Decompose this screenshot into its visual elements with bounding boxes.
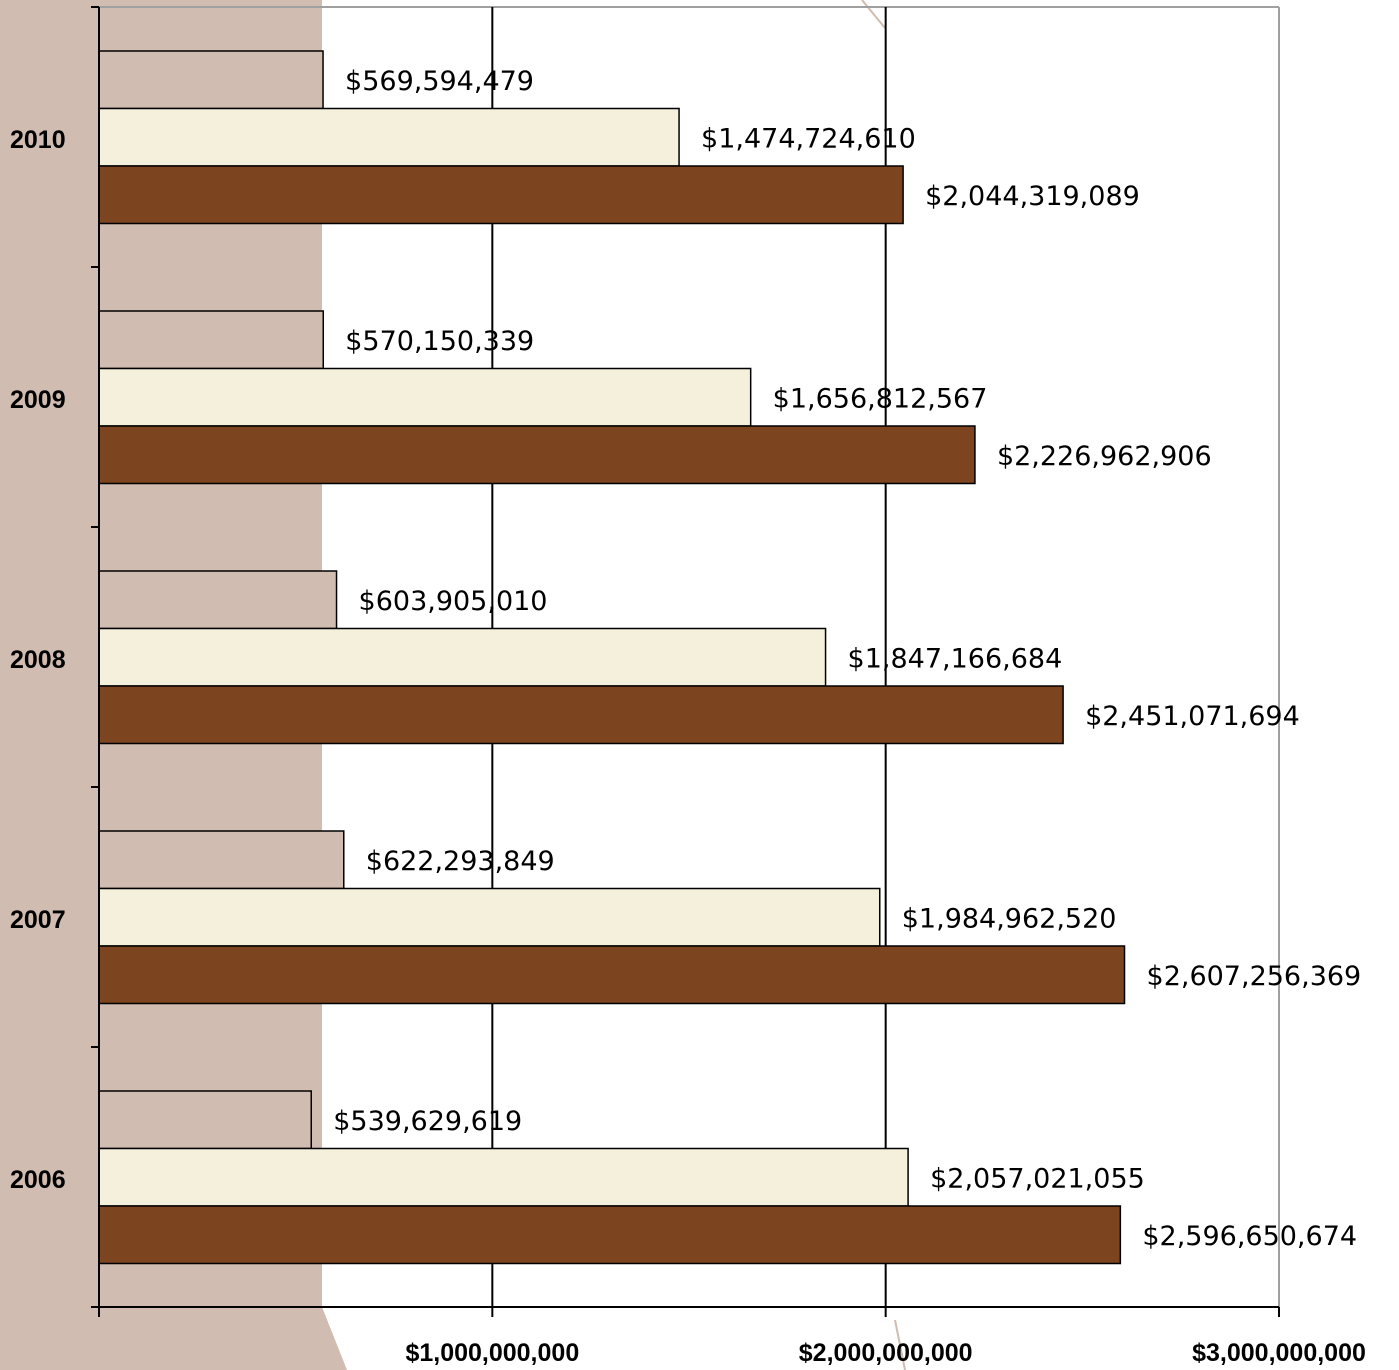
data-label: $569,594,479: [345, 66, 534, 97]
data-label: $570,150,339: [345, 326, 534, 357]
background-curve-line: [861, 0, 886, 29]
data-label: $2,226,962,906: [997, 441, 1212, 472]
bar: [98, 570, 338, 630]
data-label: $603,905,010: [359, 586, 548, 617]
x-tick-label: $2,000,000,000: [799, 1339, 973, 1367]
data-label: $1,847,166,684: [848, 643, 1063, 674]
bar: [98, 367, 752, 427]
bar: [98, 685, 1064, 745]
x-tick-label: $3,000,000,000: [1192, 1339, 1366, 1367]
axes: [91, 6, 1280, 1317]
bar: [98, 830, 345, 890]
bar: [98, 107, 680, 167]
bar: [98, 627, 827, 687]
bar: [98, 425, 976, 485]
data-label: $2,596,650,674: [1142, 1221, 1357, 1252]
bars: [98, 50, 1126, 1265]
bar: [98, 310, 325, 370]
bar: [98, 50, 324, 110]
bar: [98, 1205, 1122, 1265]
category-label: 2009: [10, 386, 66, 414]
data-label: $2,057,021,055: [930, 1163, 1145, 1194]
data-label: $2,044,319,089: [925, 181, 1140, 212]
category-label: 2010: [10, 126, 66, 154]
bar: [98, 887, 881, 947]
data-label: $1,656,812,567: [773, 383, 988, 414]
category-label: 2006: [10, 1166, 66, 1194]
data-label: $2,607,256,369: [1147, 961, 1362, 992]
bar: [98, 1090, 313, 1150]
data-label: $1,474,724,610: [701, 123, 916, 154]
bar: [98, 945, 1126, 1005]
bar: [98, 1147, 909, 1207]
category-label: 2008: [10, 646, 66, 674]
category-label: 2007: [10, 906, 66, 934]
data-label: $2,451,071,694: [1085, 701, 1300, 732]
x-tick-label: $1,000,000,000: [405, 1339, 579, 1367]
labels: $569,594,479 $1,474,724,610 $2,044,319,089…: [10, 66, 1366, 1367]
data-label: $622,293,849: [366, 846, 555, 877]
bar: [98, 165, 904, 225]
background-curve-line: [894, 1319, 906, 1370]
data-label: $1,984,962,520: [902, 903, 1117, 934]
data-label: $539,629,619: [333, 1106, 522, 1137]
